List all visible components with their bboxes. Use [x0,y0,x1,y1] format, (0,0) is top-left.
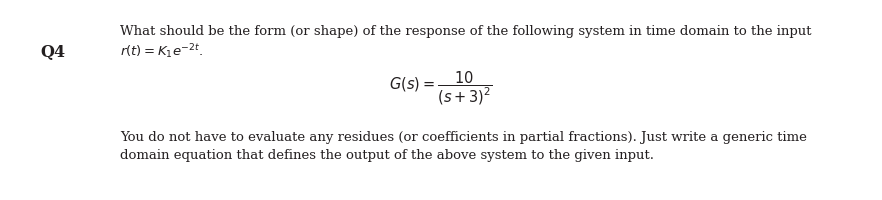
Text: You do not have to evaluate any residues (or coefficients in partial fractions).: You do not have to evaluate any residues… [120,132,807,144]
Text: What should be the form (or shape) of the response of the following system in ti: What should be the form (or shape) of th… [120,25,811,38]
Text: domain equation that defines the output of the above system to the given input.: domain equation that defines the output … [120,150,654,162]
Text: Q4: Q4 [40,44,65,60]
Text: $r(t) = K_1e^{-2t}.$: $r(t) = K_1e^{-2t}.$ [120,43,204,61]
Text: $G(s) = \dfrac{10}{(s+3)^2}$: $G(s) = \dfrac{10}{(s+3)^2}$ [389,69,493,107]
